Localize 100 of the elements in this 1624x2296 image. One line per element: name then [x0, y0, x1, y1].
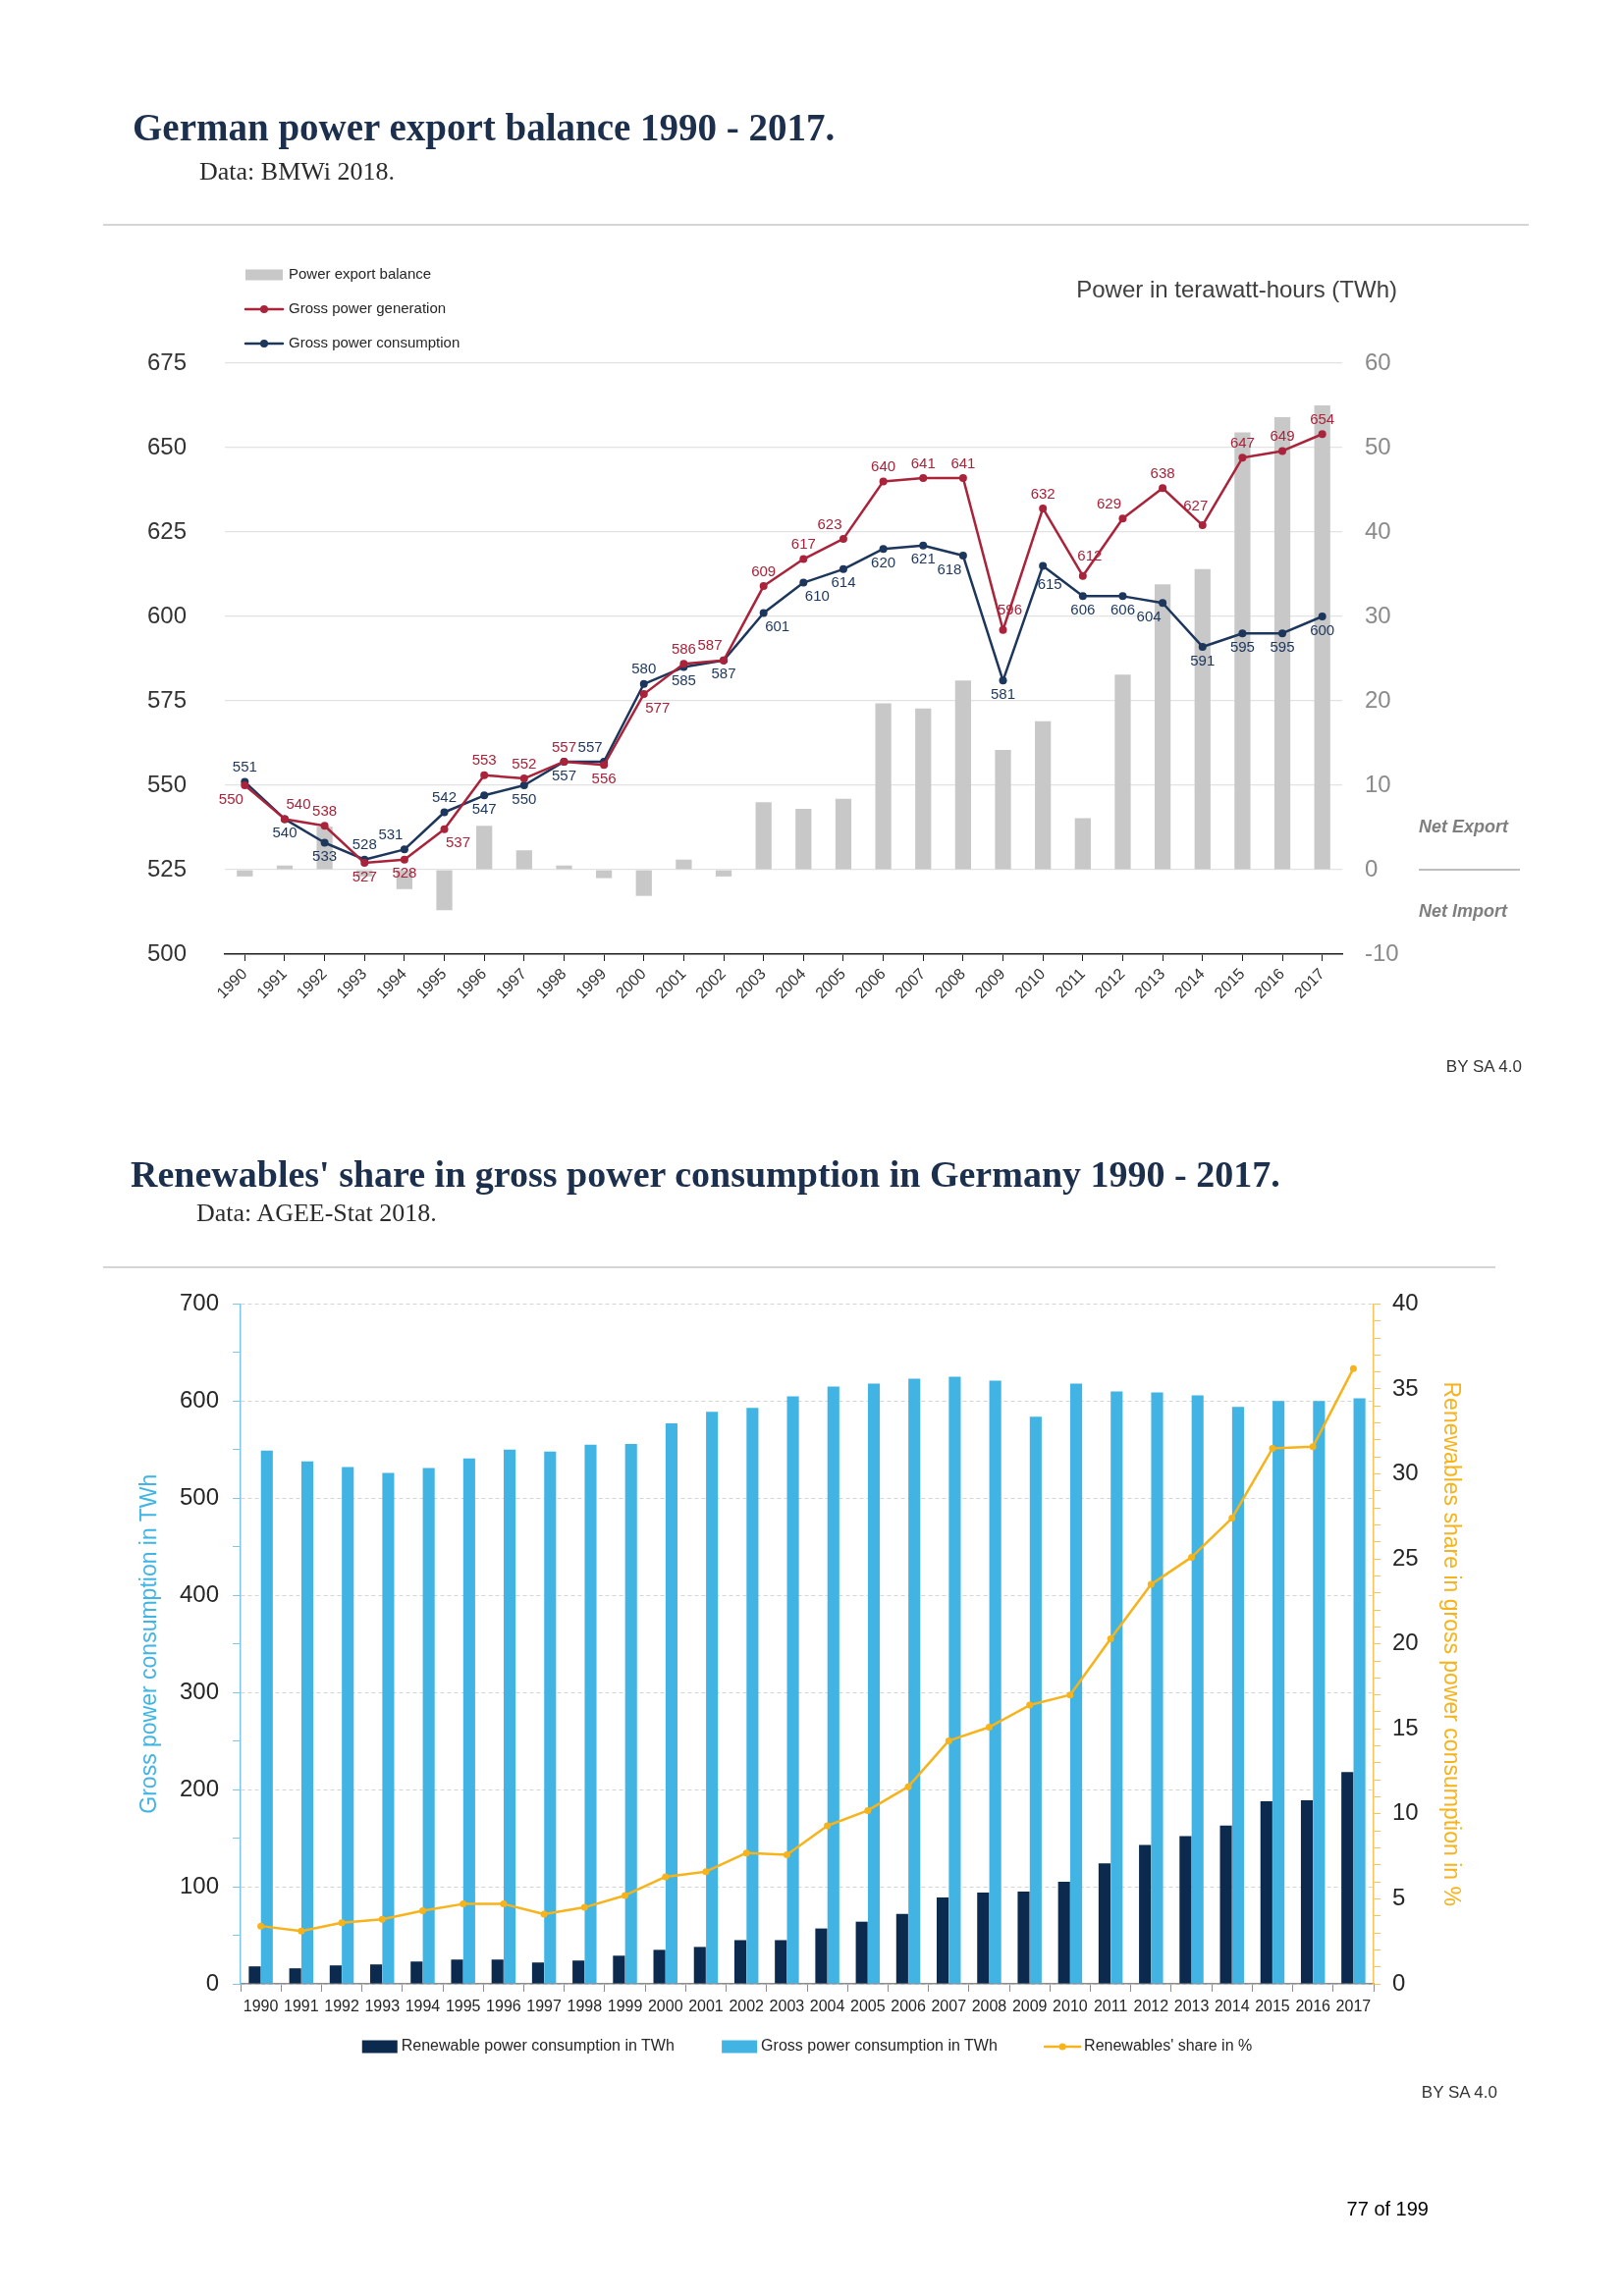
x-tick-label: 2016 — [1295, 1998, 1331, 2015]
x-tick-label: 2015 — [1255, 1998, 1290, 2015]
y-tick-label: 200 — [179, 1774, 219, 1801]
data-label: 595 — [1270, 637, 1295, 655]
y-tick-label: 700 — [179, 1289, 219, 1316]
data-label: 581 — [991, 685, 1016, 702]
data-label: 550 — [218, 789, 244, 807]
y-tick-label: 525 — [146, 854, 187, 881]
data-label: 621 — [910, 550, 936, 567]
y2-tick-label: 0 — [1392, 1968, 1406, 1996]
y-tick-label: 500 — [146, 938, 187, 966]
x-tick-label: 2004 — [809, 1998, 845, 2015]
data-label: 638 — [1150, 463, 1175, 481]
chart-title: Renewables' share in gross power consumption in Germany 1990 - 2017. — [131, 1153, 1280, 1197]
data-label: 550 — [512, 789, 537, 807]
data-label: 591 — [1190, 651, 1216, 668]
legend-label: Renewables' share in % — [1084, 2037, 1253, 2055]
y-tick-label: 550 — [146, 770, 187, 797]
data-label: 617 — [790, 535, 816, 553]
x-tick-label: 2000 — [647, 1998, 683, 2015]
x-tick-label: 1999 — [607, 1998, 643, 2015]
y2-tick-label: 20 — [1392, 1629, 1419, 1656]
data-label: 620 — [871, 553, 896, 570]
text: 77 of 199 — [1346, 2197, 1429, 2220]
text: Net Export — [1419, 816, 1510, 836]
legend-label: Renewable power consumption in TWh — [401, 2037, 675, 2055]
data-label: 647 — [1229, 433, 1255, 451]
x-tick-label: 2006 — [891, 1998, 926, 2015]
data-label: 587 — [697, 636, 723, 654]
data-label: 641 — [950, 454, 976, 471]
data-label: 580 — [631, 660, 657, 677]
data-label: 604 — [1136, 607, 1162, 624]
x-tick-label: 2007 — [931, 1998, 967, 2015]
data-label: 629 — [1096, 494, 1121, 511]
x-tick-label: 2005 — [850, 1998, 886, 2015]
y2-tick-label: 50 — [1365, 432, 1391, 459]
y2-tick-label: 40 — [1365, 516, 1391, 544]
data-label: 627 — [1183, 496, 1209, 513]
data-label: 614 — [831, 573, 856, 591]
x-tick-label: 2009 — [1011, 1998, 1048, 2015]
data-label: 586 — [671, 639, 696, 657]
y2-tick-label: 10 — [1392, 1798, 1419, 1826]
x-tick-label: 2013 — [1173, 1998, 1210, 2015]
chart-title: German power export balance 1990 - 2017. — [133, 106, 836, 150]
data-label: 654 — [1310, 409, 1335, 427]
data-label: 557 — [551, 766, 576, 783]
data-label: 606 — [1110, 601, 1135, 617]
data-label: 577 — [645, 698, 671, 716]
y2-tick-label: 25 — [1392, 1543, 1419, 1571]
data-label: 551 — [232, 758, 257, 775]
data-label: 537 — [446, 833, 471, 851]
legend-label: Gross power generation — [289, 299, 447, 317]
data-label: 640 — [871, 457, 896, 475]
text: BY SA 4.0 — [1421, 2083, 1497, 2104]
data-label: 538 — [312, 801, 338, 819]
x-tick-label: 2008 — [971, 1998, 1007, 2015]
y2-tick-label: 35 — [1392, 1373, 1419, 1401]
data-label: 540 — [286, 795, 311, 813]
y2-axis-title: Renewables share in gross power consumption in % — [1438, 1381, 1465, 1906]
y-tick-label: 600 — [179, 1385, 219, 1413]
data-label: 641 — [910, 454, 936, 471]
x-tick-label: 1994 — [405, 1998, 441, 2015]
chart-subtitle: Data: AGEE-Stat 2018. — [196, 1199, 437, 1228]
y2-tick-label: 15 — [1392, 1713, 1419, 1740]
data-label: 632 — [1030, 484, 1056, 502]
data-label: 557 — [577, 737, 603, 755]
data-label: 528 — [392, 864, 417, 881]
y2-tick-label: 30 — [1392, 1459, 1419, 1486]
data-label: 540 — [272, 824, 298, 841]
x-tick-label: 2011 — [1093, 1998, 1128, 2015]
x-tick-label: 2003 — [769, 1998, 805, 2015]
x-tick-label: 2014 — [1214, 1998, 1250, 2015]
data-label: 609 — [751, 561, 777, 579]
data-label: 527 — [352, 867, 377, 884]
data-label: 553 — [471, 751, 497, 769]
data-label: 649 — [1270, 427, 1295, 445]
y-tick-label: 300 — [179, 1677, 219, 1704]
x-tick-label: 2017 — [1335, 1998, 1372, 2015]
y-tick-label: 650 — [146, 432, 187, 459]
legend-label: Power export balance — [289, 265, 432, 283]
x-tick-label: 1996 — [486, 1998, 521, 2015]
y-tick-label: 100 — [179, 1871, 219, 1898]
chart-subtitle: Data: BMWi 2018. — [199, 157, 395, 187]
data-label: 552 — [512, 754, 537, 772]
data-label: 528 — [352, 835, 377, 853]
x-tick-label: 1993 — [364, 1998, 401, 2015]
data-label: 542 — [432, 788, 458, 806]
data-label: 623 — [817, 514, 842, 532]
x-tick-label: 1990 — [243, 1998, 279, 2015]
y2-tick-label: 10 — [1365, 770, 1391, 797]
data-label: 557 — [551, 737, 576, 755]
y2-tick-label: -10 — [1365, 938, 1399, 966]
y-tick-label: 0 — [205, 1968, 219, 1996]
y2-tick-label: 0 — [1365, 854, 1379, 881]
y-tick-label: 400 — [179, 1579, 219, 1607]
y-tick-label: 500 — [179, 1482, 219, 1510]
y2-tick-label: 5 — [1392, 1884, 1406, 1911]
data-label: 595 — [1229, 637, 1255, 655]
text: Net Import — [1419, 900, 1509, 921]
data-label: 556 — [591, 770, 617, 786]
